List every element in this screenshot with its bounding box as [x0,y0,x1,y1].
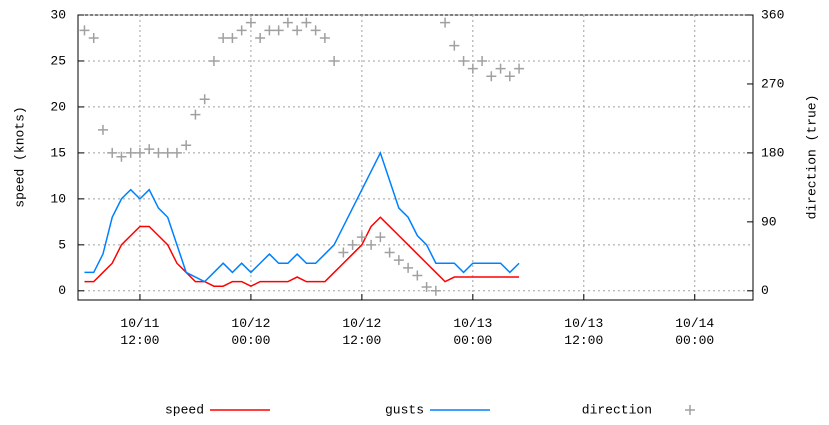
direction-point [255,32,266,43]
x-tick-label: 10/12 12:00 [342,316,382,348]
direction-point [347,239,358,250]
x-tick-label: 10/11 12:00 [120,316,160,348]
direction-point [458,55,469,66]
direction-point [440,17,451,28]
legend-label: direction [582,402,652,417]
x-tick-label: 10/12 00:00 [231,316,271,348]
direction-point [356,232,367,243]
x-tick-label: 10/13 12:00 [564,316,604,348]
y2-tick-label: 180 [761,145,784,160]
direction-point [208,55,219,66]
direction-point [153,147,164,158]
direction-point [430,285,441,296]
series-line [84,216,520,288]
y-tick-label: 10 [50,191,66,206]
direction-point [504,71,515,82]
y-tick-label: 15 [50,145,66,160]
direction-point [236,25,247,36]
direction-point [144,144,155,155]
y-axis-label: speed (knots) [12,106,27,207]
legend-label: gusts [385,402,424,417]
y2-axis-label: direction (true) [804,95,819,220]
plot-frame [77,14,754,301]
direction-point [125,147,136,158]
direction-point [162,147,173,158]
y-tick-label: 30 [50,7,66,22]
direction-point [245,17,256,28]
direction-point [412,270,423,281]
y-tick-label: 5 [58,237,66,252]
direction-point [79,25,90,36]
direction-point [134,147,145,158]
direction-point [477,55,488,66]
y-tick-label: 25 [50,53,66,68]
direction-point [181,140,192,151]
direction-point [310,25,321,36]
direction-point [116,151,127,162]
direction-point [227,32,238,43]
direction-point [190,109,201,120]
direction-point [449,40,460,51]
direction-point [107,147,118,158]
series-line [84,150,520,283]
y-tick-label: 20 [50,99,66,114]
direction-point [514,63,525,74]
direction-point [301,17,312,28]
direction-point [366,239,377,250]
direction-point [171,147,182,158]
direction-point [495,63,506,74]
x-tick-label: 10/13 00:00 [453,316,493,348]
direction-point [467,63,478,74]
direction-point [273,25,284,36]
legend-marker [685,405,695,415]
direction-point [199,94,210,105]
direction-point [282,17,293,28]
legend-label: speed [165,402,204,417]
y2-tick-label: 0 [761,283,769,298]
direction-point [97,124,108,135]
direction-point [218,32,229,43]
direction-point [375,232,386,243]
direction-point [264,25,275,36]
y2-tick-label: 270 [761,76,784,91]
direction-point [403,262,414,273]
direction-point [384,247,395,258]
direction-point [421,281,432,292]
x-tick-label: 10/14 00:00 [675,316,715,348]
direction-point [393,255,404,266]
y2-tick-label: 360 [761,7,784,22]
y2-tick-label: 90 [761,214,777,229]
direction-point [292,25,303,36]
direction-point [338,247,349,258]
direction-point [329,55,340,66]
direction-point [486,71,497,82]
direction-point [319,32,330,43]
y-tick-label: 0 [58,283,66,298]
direction-point [88,32,99,43]
